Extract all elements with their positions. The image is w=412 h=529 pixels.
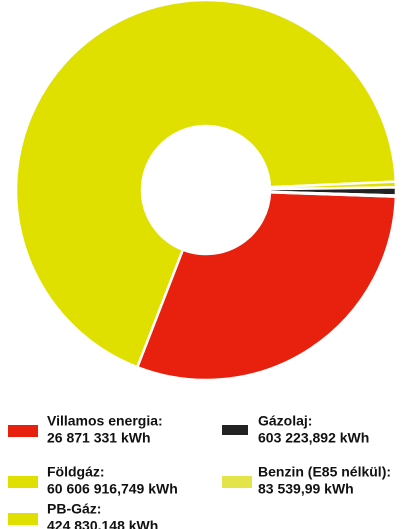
legend-label: Villamos energia: <box>47 413 163 429</box>
donut-slice <box>268 190 398 198</box>
legend-value: 83 539,99 kWh <box>258 481 354 497</box>
legend-swatch <box>8 476 38 488</box>
legend-value: 603 223,892 kWh <box>258 430 369 446</box>
legend-value: 26 871 331 kWh <box>47 430 151 446</box>
legend-label: PB-Gáz: <box>47 501 101 517</box>
legend-value: 424 830,148 kWh <box>47 518 158 529</box>
legend-label: Földgáz: <box>47 464 105 480</box>
legend-value: 60 606 916,749 kWh <box>47 481 178 497</box>
legend-swatch <box>222 425 248 435</box>
donut-slice <box>135 190 398 382</box>
donut-slice <box>14 0 398 369</box>
legend-label: Benzin (E85 nélkül): <box>258 464 391 480</box>
legend-swatch <box>222 476 252 488</box>
legend-swatch <box>8 513 38 525</box>
legend-label: Gázolaj: <box>258 413 312 429</box>
legend-swatch <box>8 425 38 437</box>
